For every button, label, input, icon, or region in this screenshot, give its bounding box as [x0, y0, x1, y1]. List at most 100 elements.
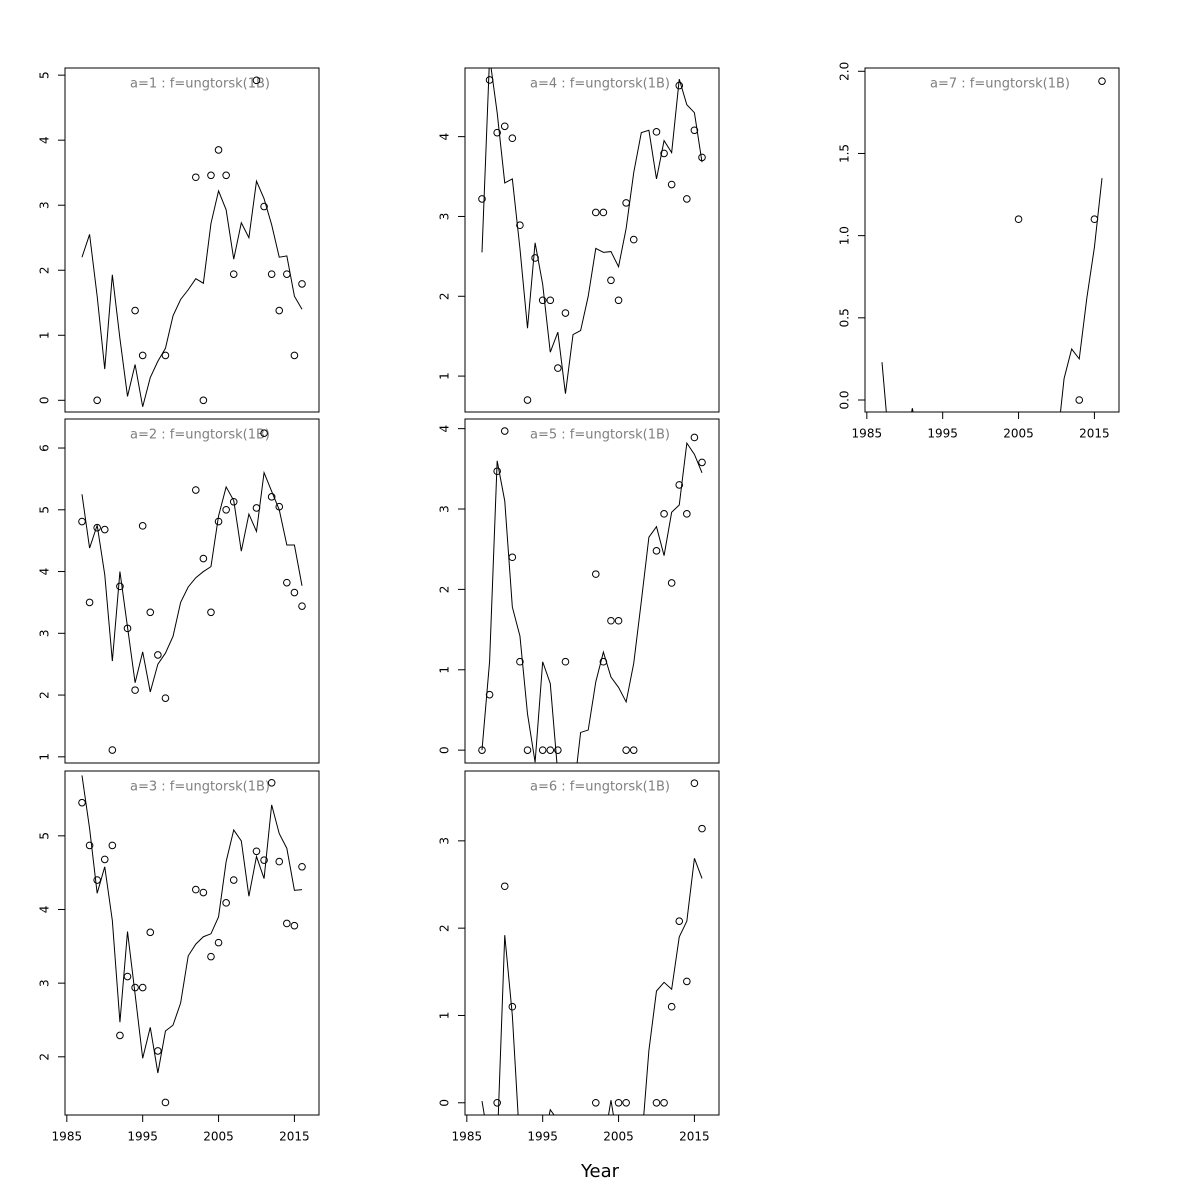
y-tick-label: 1	[38, 753, 52, 761]
data-point	[622, 746, 630, 754]
x-tick-label: 2015	[279, 1130, 310, 1144]
x-tick-label: 2005	[1003, 427, 1034, 441]
data-point	[260, 202, 268, 211]
data-point	[607, 616, 615, 625]
plot-frame	[64, 67, 320, 413]
plot-frame	[864, 67, 1120, 413]
y-tick-label: 0	[38, 396, 52, 404]
data-point	[493, 1098, 501, 1107]
y-tick-label: 2	[438, 586, 452, 594]
y-tick-label: 4	[438, 425, 452, 433]
data-point	[622, 199, 630, 207]
data-point	[260, 429, 268, 438]
data-point	[546, 296, 555, 305]
data-point	[222, 505, 230, 514]
panel-title: a=1 : f=ungtorsk(1B)	[130, 77, 270, 92]
y-tick-label: 1.5	[838, 144, 852, 163]
data-point	[207, 171, 215, 180]
data-point	[138, 522, 147, 530]
data-point	[108, 746, 117, 754]
data-point	[652, 128, 661, 136]
data-point	[614, 616, 623, 625]
y-tick-label: 2	[438, 292, 452, 300]
data-point	[478, 195, 486, 203]
data-point	[275, 306, 284, 315]
data-point	[683, 195, 691, 203]
data-point	[146, 608, 155, 617]
data-point	[683, 510, 691, 518]
data-point	[652, 1098, 661, 1107]
y-tick-label: 3	[38, 629, 52, 637]
data-point	[138, 983, 147, 992]
y-tick-label: 3	[438, 213, 452, 221]
data-point	[199, 888, 208, 897]
data-point	[667, 579, 676, 587]
y-tick-label: 3	[438, 505, 452, 513]
data-point	[652, 547, 661, 555]
data-point	[85, 598, 94, 607]
y-tick-label: 0	[438, 746, 452, 754]
data-point	[199, 396, 208, 405]
data-point	[667, 180, 676, 189]
data-point	[690, 126, 699, 135]
data-point	[538, 296, 547, 305]
fitted-line	[81, 179, 303, 407]
data-point	[131, 306, 139, 315]
data-point	[161, 351, 170, 360]
data-point	[252, 847, 261, 856]
data-point	[283, 919, 291, 928]
x-axis-label: Year	[580, 1161, 620, 1182]
data-point	[516, 221, 524, 230]
y-tick-label: 2	[38, 266, 52, 274]
data-point	[485, 76, 494, 84]
data-point	[93, 396, 101, 405]
data-point	[508, 553, 517, 562]
data-point	[1075, 396, 1084, 404]
y-tick-label: 3	[438, 837, 452, 845]
data-point	[683, 977, 691, 986]
data-point	[614, 296, 623, 305]
data-point	[93, 523, 101, 532]
data-point	[508, 1002, 517, 1011]
x-tick-label: 1995	[127, 1130, 158, 1144]
panel: a=1 : f=ungtorsk(1B) 0 1 2 3 4 5	[38, 67, 320, 413]
data-point	[283, 270, 291, 278]
data-point	[1014, 215, 1023, 224]
data-point	[493, 128, 501, 137]
plot-frame	[464, 67, 720, 413]
data-point	[629, 235, 638, 244]
data-point	[523, 746, 532, 754]
x-tick-label: 1985	[452, 1130, 483, 1144]
y-tick-label: 3	[38, 979, 52, 987]
fitted-line	[481, 858, 703, 1115]
x-tick-label: 1985	[852, 427, 883, 441]
data-point	[161, 694, 170, 702]
data-point	[690, 779, 699, 788]
data-point	[267, 270, 276, 278]
panel-title: a=3 : f=ungtorsk(1B)	[130, 780, 270, 795]
data-point	[290, 351, 299, 360]
data-point	[78, 517, 86, 526]
data-point	[660, 149, 668, 158]
data-point	[191, 486, 200, 494]
data-point	[629, 746, 638, 754]
data-point	[290, 921, 299, 930]
panel-title: a=4 : f=ungtorsk(1B)	[530, 77, 670, 92]
data-point	[161, 1098, 170, 1107]
data-point	[660, 1098, 668, 1107]
data-point	[500, 882, 509, 891]
data-point	[214, 938, 223, 947]
data-point	[554, 746, 562, 754]
x-tick-label: 1995	[927, 427, 958, 441]
data-point	[298, 602, 306, 610]
y-tick-label: 3	[38, 201, 52, 209]
data-point	[252, 76, 261, 85]
data-point	[561, 309, 570, 317]
data-point	[138, 351, 147, 360]
y-tick-label: 5	[38, 832, 52, 840]
y-tick-label: 4	[38, 906, 52, 914]
y-tick-label: 0.5	[838, 308, 852, 327]
x-tick-label: 1995	[527, 1130, 558, 1144]
data-point	[100, 855, 109, 864]
